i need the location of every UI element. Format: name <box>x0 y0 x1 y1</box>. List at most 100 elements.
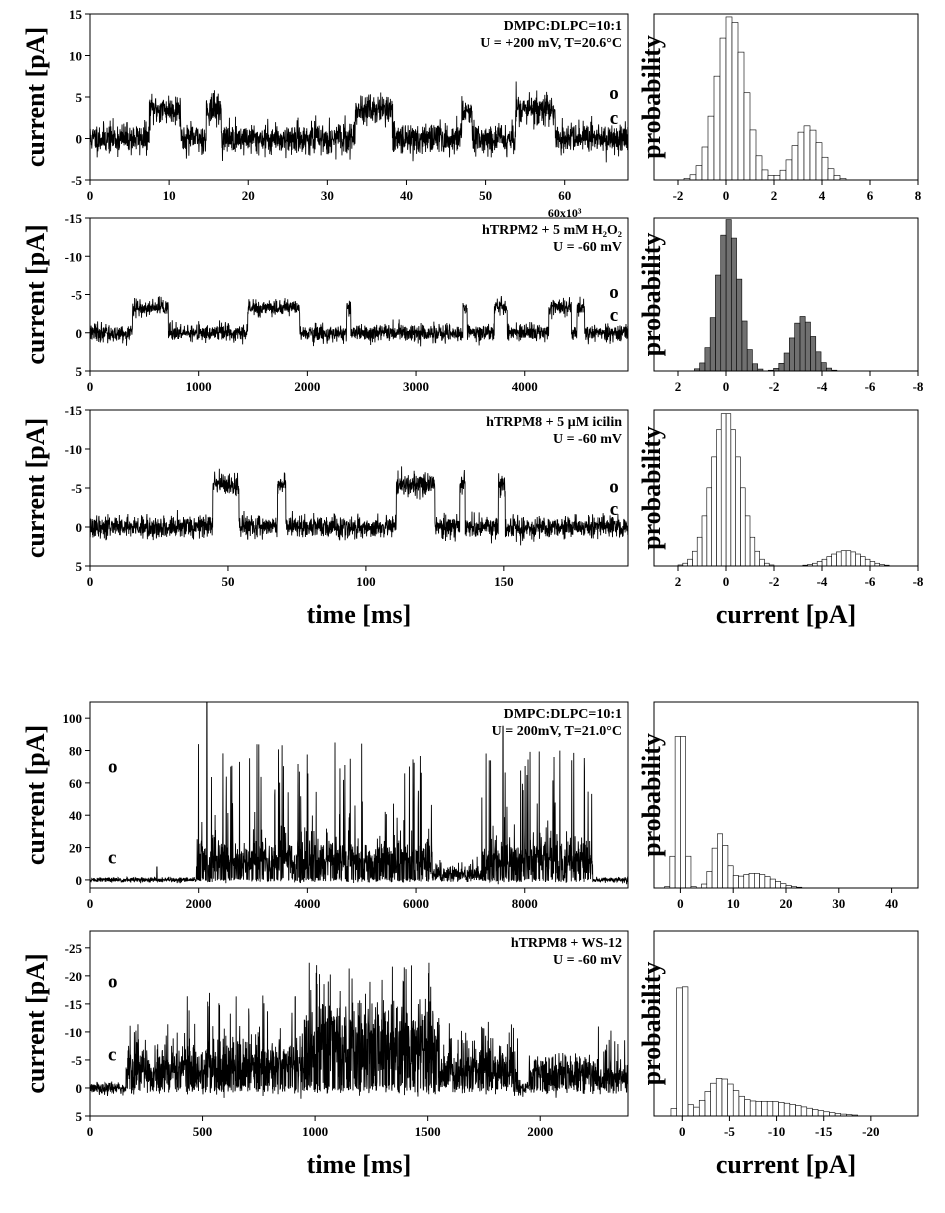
histogram-bar <box>803 125 811 180</box>
trace-htrpm8-icilin-frame <box>89 409 629 567</box>
histogram-bar <box>701 515 708 566</box>
histogram-bar <box>860 556 866 566</box>
state-label-open: o <box>609 83 619 104</box>
histogram-bar <box>791 145 799 180</box>
hist-htrpm8-icilin-panel: 2 0 -2 -4 -6 -8 probability current [pA] <box>637 409 924 629</box>
x-tick-label: 50 <box>221 574 234 589</box>
state-label-open: o <box>108 971 118 992</box>
y-tick-label: 0 <box>76 873 83 888</box>
x-tick-label: 0 <box>723 574 730 589</box>
annotation-line-0: DMPC:DLPC=10:1 <box>504 707 622 722</box>
x-tick-label: 40 <box>400 188 413 203</box>
histogram-bar <box>746 349 753 371</box>
y-tick-label: -10 <box>65 249 82 264</box>
histogram-bar <box>715 1078 723 1116</box>
annotation-line-1: U = -60 mV <box>553 240 622 255</box>
histogram-bar <box>754 873 760 888</box>
x-tick-label: -8 <box>913 574 924 589</box>
histogram-bar <box>826 556 832 566</box>
histogram-bar <box>855 553 861 566</box>
histogram-bar <box>831 553 837 566</box>
hist-htrpm8-icilin-data <box>677 413 890 566</box>
histogram-bar <box>740 487 746 566</box>
histogram-bar <box>730 237 737 371</box>
histogram-bar <box>692 550 698 566</box>
x-tick-label: 2000 <box>186 896 212 911</box>
y-tick-label: 100 <box>63 711 83 726</box>
trace-htrpm8-ws12-data <box>90 962 628 1099</box>
histogram-bar <box>696 536 703 566</box>
hist-htrpm8-ws12-panel: 0 -5 -10 -15 -20 probability current [pA] <box>637 930 919 1179</box>
x-tick-label: 6000 <box>403 896 429 911</box>
histogram-bar <box>820 362 827 371</box>
histogram-bar <box>800 1106 808 1116</box>
histogram-bar <box>722 845 729 888</box>
x-tick-label: 10 <box>727 896 740 911</box>
trace-htrpm2-panel: oc hTRPM2 + 5 mM H₂O₂ U = -60 mV 0 1000 2000 3… <box>21 211 629 394</box>
histogram-bar <box>744 1099 751 1116</box>
y-tick-label: 0 <box>76 520 83 535</box>
x-tick-label: 0 <box>723 188 730 203</box>
x-tick-label: 0 <box>87 896 94 911</box>
histogram-bar <box>778 1102 785 1116</box>
annotation-line-1: U = -60 mV <box>553 432 622 447</box>
y-tick-label: 40 <box>69 808 82 823</box>
histogram-bar <box>833 175 841 180</box>
x-tick-label: -8 <box>913 379 924 394</box>
histogram-bar <box>766 1101 774 1116</box>
histogram-bar <box>676 987 683 1116</box>
trace-htrpm8-ws12-panel: o c hTRPM8 + WS-12 U = -60 mV 0 500 1000 1500 20… <box>21 930 629 1179</box>
trace-dmpc-2-frame <box>89 701 629 889</box>
trace-htrpm8-ws12-series-line <box>90 962 628 1099</box>
histogram-bar <box>741 320 748 371</box>
histogram-bar <box>707 115 715 180</box>
histogram-bar <box>736 278 743 371</box>
histogram-bar <box>710 1082 717 1116</box>
y-tick-label: 0 <box>76 1081 83 1096</box>
trace-htrpm2-data <box>90 296 628 347</box>
x-tick-label: 0 <box>679 1124 686 1139</box>
x-tick-label: 20 <box>242 188 255 203</box>
histogram-bar <box>759 874 766 888</box>
x-tick-label: -4 <box>817 379 828 394</box>
y-tick-label: -10 <box>65 442 82 457</box>
x-tick-label: 2 <box>675 574 682 589</box>
histogram-bar <box>809 129 817 180</box>
histogram-bar <box>717 833 723 888</box>
histogram-bar <box>821 156 829 180</box>
hist-htrpm2-panel: 2 0 -2 -4 -6 -8 probability <box>637 217 924 394</box>
histogram-bar <box>806 1107 813 1116</box>
histogram-bar <box>817 1110 825 1116</box>
histogram-bar <box>670 1108 677 1116</box>
annotation-line-1: U = -60 mV <box>553 953 622 968</box>
histogram-bar <box>732 1090 740 1116</box>
x-tick-label: 0 <box>87 188 94 203</box>
hist-dmpc-2-data <box>664 736 803 888</box>
histogram-bar <box>799 316 806 371</box>
histogram-bar <box>713 75 721 180</box>
histogram-bar <box>704 1091 711 1116</box>
y-axis-label: current [pA] <box>21 953 50 1093</box>
trace-dmpc-2-series-line <box>90 702 628 885</box>
probability-axis-label: probability <box>637 733 666 857</box>
x-tick-label: 30 <box>321 188 334 203</box>
y-tick-label: 0 <box>76 326 83 341</box>
histogram-bar <box>682 562 688 566</box>
histogram-bar <box>769 878 776 888</box>
histogram-bar <box>680 736 686 888</box>
annotation-line-1: U = 200mV, T=21.0°C <box>492 724 622 739</box>
histogram-bar <box>869 561 876 566</box>
histogram-bar <box>743 92 751 180</box>
x-tick-label: -10 <box>768 1124 785 1139</box>
histogram-bar <box>698 1099 706 1116</box>
histogram-bar <box>699 362 706 371</box>
histogram-bar <box>759 558 765 566</box>
x-tick-label: 6 <box>867 188 874 203</box>
histogram-bar <box>725 16 733 180</box>
y-tick-label: 5 <box>76 559 83 574</box>
y-tick-label: -5 <box>71 173 82 188</box>
histogram-bar <box>783 352 790 371</box>
histogram-bar <box>711 456 717 566</box>
histogram-bar <box>693 1106 700 1116</box>
histogram-bar <box>725 413 732 566</box>
